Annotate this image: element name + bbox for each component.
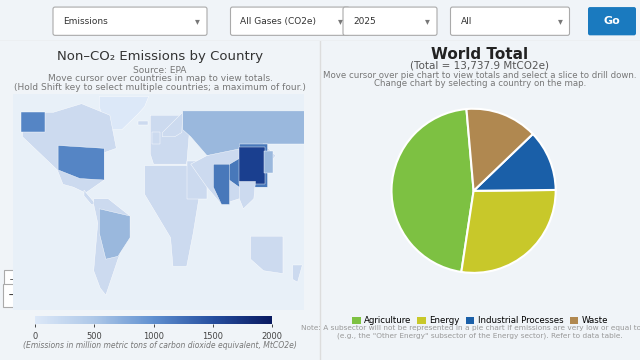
- Text: ▾: ▾: [425, 16, 430, 26]
- Text: Note: A subsector will not be represented in a pie chart if emissions are very l: Note: A subsector will not be represente…: [301, 325, 640, 331]
- Text: −: −: [8, 289, 19, 302]
- Text: All Gases (CO2e): All Gases (CO2e): [241, 17, 317, 26]
- Text: Move cursor over countries in map to view totals.: Move cursor over countries in map to vie…: [47, 74, 273, 83]
- Polygon shape: [150, 115, 191, 164]
- FancyBboxPatch shape: [451, 7, 570, 35]
- Polygon shape: [223, 144, 268, 187]
- Polygon shape: [152, 132, 160, 144]
- Text: (Hold Shift key to select multiple countries; a maximum of four.): (Hold Shift key to select multiple count…: [14, 82, 306, 91]
- FancyBboxPatch shape: [53, 7, 207, 35]
- Text: Non–CO₂ Emissions by Country: Non–CO₂ Emissions by Country: [57, 50, 263, 63]
- Polygon shape: [239, 147, 265, 184]
- Polygon shape: [292, 265, 302, 282]
- Text: (Total = 13,737.9 MtCO2e): (Total = 13,737.9 MtCO2e): [410, 61, 550, 71]
- Polygon shape: [191, 144, 276, 204]
- Legend: Agriculture, Energy, Industrial Processes, Waste: Agriculture, Energy, Industrial Processe…: [348, 313, 612, 329]
- FancyBboxPatch shape: [343, 7, 437, 35]
- Polygon shape: [239, 181, 255, 209]
- Text: (e.g., the "Other Energy" subsector of the Energy sector). Refer to data table.: (e.g., the "Other Energy" subsector of t…: [337, 332, 623, 339]
- Text: +: +: [8, 275, 18, 285]
- Polygon shape: [213, 164, 230, 204]
- Text: ▾: ▾: [557, 16, 563, 26]
- Polygon shape: [93, 199, 130, 295]
- Text: 2025: 2025: [353, 17, 376, 26]
- Polygon shape: [187, 161, 207, 199]
- Polygon shape: [99, 209, 130, 259]
- FancyBboxPatch shape: [0, 41, 640, 87]
- FancyBboxPatch shape: [588, 7, 636, 35]
- Wedge shape: [474, 134, 556, 191]
- Text: ▾: ▾: [195, 16, 200, 26]
- Text: Move cursor over pie chart to view totals and select a slice to drill down.: Move cursor over pie chart to view total…: [323, 71, 637, 80]
- Text: Change chart by selecting a country on the map.: Change chart by selecting a country on t…: [374, 80, 586, 89]
- Polygon shape: [264, 151, 273, 173]
- Text: ▾: ▾: [337, 16, 342, 26]
- Wedge shape: [461, 190, 556, 273]
- Polygon shape: [145, 166, 200, 266]
- Text: Go: Go: [604, 16, 620, 26]
- Wedge shape: [467, 109, 533, 191]
- Text: All: All: [461, 17, 472, 26]
- Text: (Emissions in million metric tons of carbon dioxide equivalent, MtCO2e): (Emissions in million metric tons of car…: [23, 341, 297, 350]
- Wedge shape: [392, 109, 474, 272]
- Polygon shape: [99, 96, 148, 130]
- Text: Emissions: Emissions: [63, 17, 108, 26]
- Polygon shape: [58, 145, 104, 180]
- FancyBboxPatch shape: [230, 7, 349, 35]
- Polygon shape: [84, 190, 96, 204]
- Text: World Total: World Total: [431, 46, 529, 62]
- Polygon shape: [21, 112, 45, 132]
- Polygon shape: [182, 111, 312, 156]
- Polygon shape: [22, 104, 116, 193]
- Polygon shape: [163, 112, 182, 137]
- Text: Source: EPA: Source: EPA: [133, 66, 187, 75]
- Polygon shape: [251, 236, 283, 274]
- Polygon shape: [138, 121, 148, 125]
